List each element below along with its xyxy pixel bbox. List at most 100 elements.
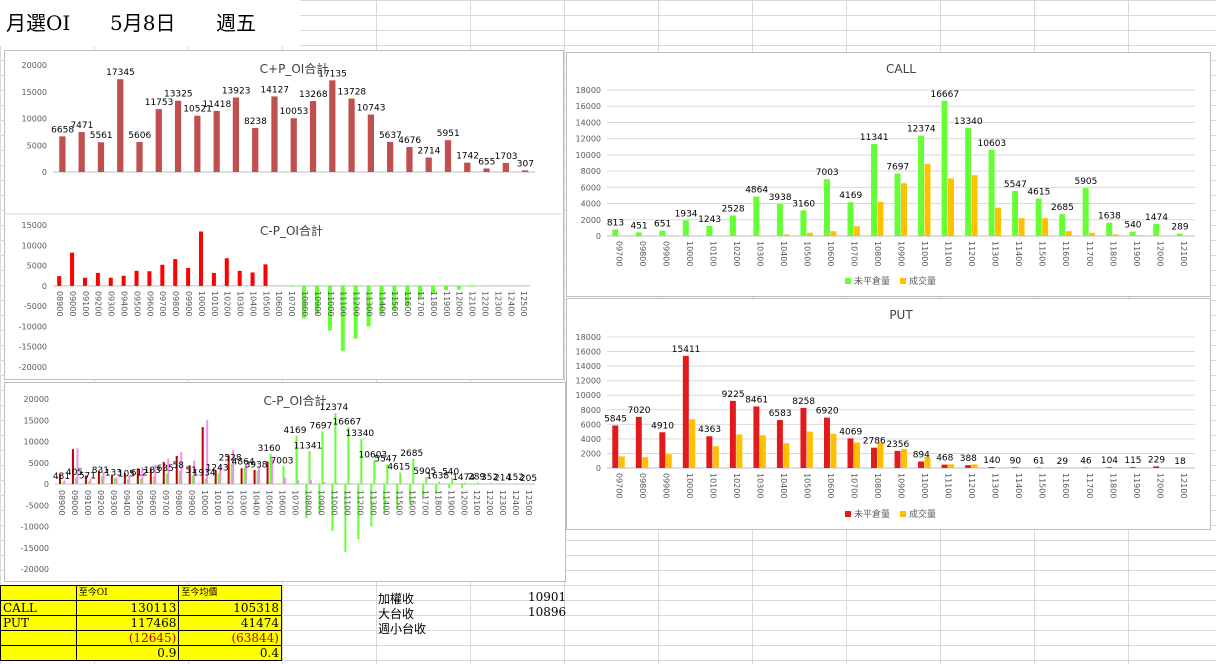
sheet-date[interactable]: 5月8日 xyxy=(110,11,176,35)
bar xyxy=(682,220,689,236)
bar xyxy=(830,231,837,236)
table-cell[interactable]: 至今均價 xyxy=(178,585,282,601)
bar xyxy=(357,484,360,540)
table-cell[interactable]: PUT xyxy=(0,615,77,631)
data-label: 29 xyxy=(1057,457,1069,467)
bar xyxy=(448,484,451,489)
x-tick-label: 09100 xyxy=(81,291,90,316)
bar xyxy=(344,484,347,552)
x-tick-label: 10200 xyxy=(223,291,232,316)
side-value-2[interactable]: 10896 xyxy=(528,605,567,619)
table-cell[interactable]: 117468 xyxy=(75,615,180,631)
x-tick-label: 10100 xyxy=(213,490,222,515)
bar xyxy=(477,482,480,484)
bar xyxy=(988,149,995,236)
data-label: 6920 xyxy=(816,407,839,417)
x-tick-label: 10600 xyxy=(274,291,283,316)
bar xyxy=(618,456,625,468)
table-cell[interactable]: 至今OI xyxy=(75,585,180,601)
bar xyxy=(141,467,144,484)
bar xyxy=(847,202,854,236)
bar xyxy=(373,460,376,484)
data-label: 11418 xyxy=(203,100,232,110)
data-label: 388 xyxy=(960,454,977,464)
table-cell[interactable] xyxy=(0,630,77,646)
chart-panel-call[interactable]: CALL 0 2000 4000 6000 8000 10000 12000 14000 1600… xyxy=(566,52,1211,297)
bar xyxy=(134,270,139,286)
bar xyxy=(309,480,312,484)
bar xyxy=(71,449,74,484)
data-label: 352 xyxy=(481,473,498,483)
bar xyxy=(729,215,736,236)
bar xyxy=(58,473,61,484)
table-cell[interactable] xyxy=(0,585,77,601)
bar xyxy=(211,272,216,286)
bar xyxy=(1012,191,1019,236)
chart-panel-put[interactable]: PUT 0 2000 4000 6000 8000 10000 12000 14000 16000… xyxy=(566,298,1211,530)
bar xyxy=(444,140,452,172)
x-tick-label: 09900 xyxy=(187,490,196,515)
chart-panel-cp-overlay[interactable]: C-P_OI合計 -20000 -15000 -10000 -5000 0 5000 1000… xyxy=(4,382,566,582)
table-cell[interactable]: 130113 xyxy=(75,600,180,616)
x-tick-label: 11100 xyxy=(944,473,953,498)
side-value-1[interactable]: 10901 xyxy=(528,590,567,604)
bar xyxy=(74,478,77,484)
x-tick-label: 11500 xyxy=(394,490,403,515)
bar xyxy=(1059,214,1066,236)
x-tick-label: 12500 xyxy=(519,291,528,316)
data-label: 5547 xyxy=(1004,180,1027,190)
bar xyxy=(243,467,246,484)
data-label: 11753 xyxy=(145,98,174,108)
table-cell[interactable] xyxy=(0,645,77,661)
x-tick-label: 11200 xyxy=(967,473,976,498)
bar xyxy=(1153,466,1160,468)
x-tick-label: 10700 xyxy=(850,473,859,498)
bar xyxy=(971,464,978,468)
sheet-title[interactable]: 月選OI xyxy=(6,11,71,35)
chart-cp-overlay-svg: C-P_OI合計 -20000 -15000 -10000 -5000 0 5000 1000… xyxy=(21,393,537,574)
data-label: 10053 xyxy=(280,107,309,117)
x-tick-label: 10000 xyxy=(197,291,206,316)
sheet-weekday[interactable]: 週五 xyxy=(216,11,256,35)
table-cell[interactable]: (12645) xyxy=(75,630,180,646)
x-tick-label: 12000 xyxy=(455,291,464,316)
x-tick-label: 09800 xyxy=(171,291,180,316)
table-cell[interactable]: 41474 xyxy=(178,615,282,631)
data-label: 2714 xyxy=(418,146,441,156)
x-tick-label: 11300 xyxy=(991,241,1000,266)
bar xyxy=(302,285,307,319)
legend-label: 未平倉量 xyxy=(854,508,890,520)
bar xyxy=(965,465,972,468)
x-tick-label: 10900 xyxy=(897,241,906,266)
bar xyxy=(121,275,126,286)
table-cell[interactable]: (63844) xyxy=(178,630,282,646)
bar xyxy=(612,229,619,236)
y-tick-label: 2000 xyxy=(581,216,601,225)
data-label: 1742 xyxy=(456,152,479,162)
side-label-1[interactable]: 加權收 xyxy=(378,592,415,606)
x-tick-label: 10400 xyxy=(248,291,257,316)
table-cell[interactable]: 0.4 xyxy=(178,645,282,661)
bar xyxy=(1106,222,1113,236)
legend-swatch xyxy=(900,511,906,517)
x-tick-label: 11000 xyxy=(920,241,929,266)
x-tick-label: 10100 xyxy=(708,241,717,266)
x-tick-label: 10500 xyxy=(261,291,270,316)
chart-panel-cp-total-diff[interactable]: C+P_OI合計 0 5000 10000 15000 20000 6658 7471 5561… xyxy=(4,50,565,380)
x-tick-label: 11500 xyxy=(390,291,399,316)
table-cell[interactable]: 0.9 xyxy=(75,645,180,661)
side-label-2[interactable]: 大台收 xyxy=(378,607,415,621)
bar xyxy=(334,413,337,484)
bar xyxy=(76,448,79,484)
bar xyxy=(461,484,464,488)
x-tick-label: 11300 xyxy=(991,473,1000,498)
bar xyxy=(948,178,955,236)
table-cell[interactable]: 105318 xyxy=(178,600,282,616)
x-tick-label: 12200 xyxy=(485,490,494,515)
table-cell[interactable]: CALL xyxy=(0,600,77,616)
side-label-3[interactable]: 週小台收 xyxy=(378,622,427,636)
data-label: 16667 xyxy=(930,90,959,100)
x-tick-label: 10900 xyxy=(313,291,322,316)
bar xyxy=(502,162,509,172)
data-label: 8461 xyxy=(745,395,768,405)
